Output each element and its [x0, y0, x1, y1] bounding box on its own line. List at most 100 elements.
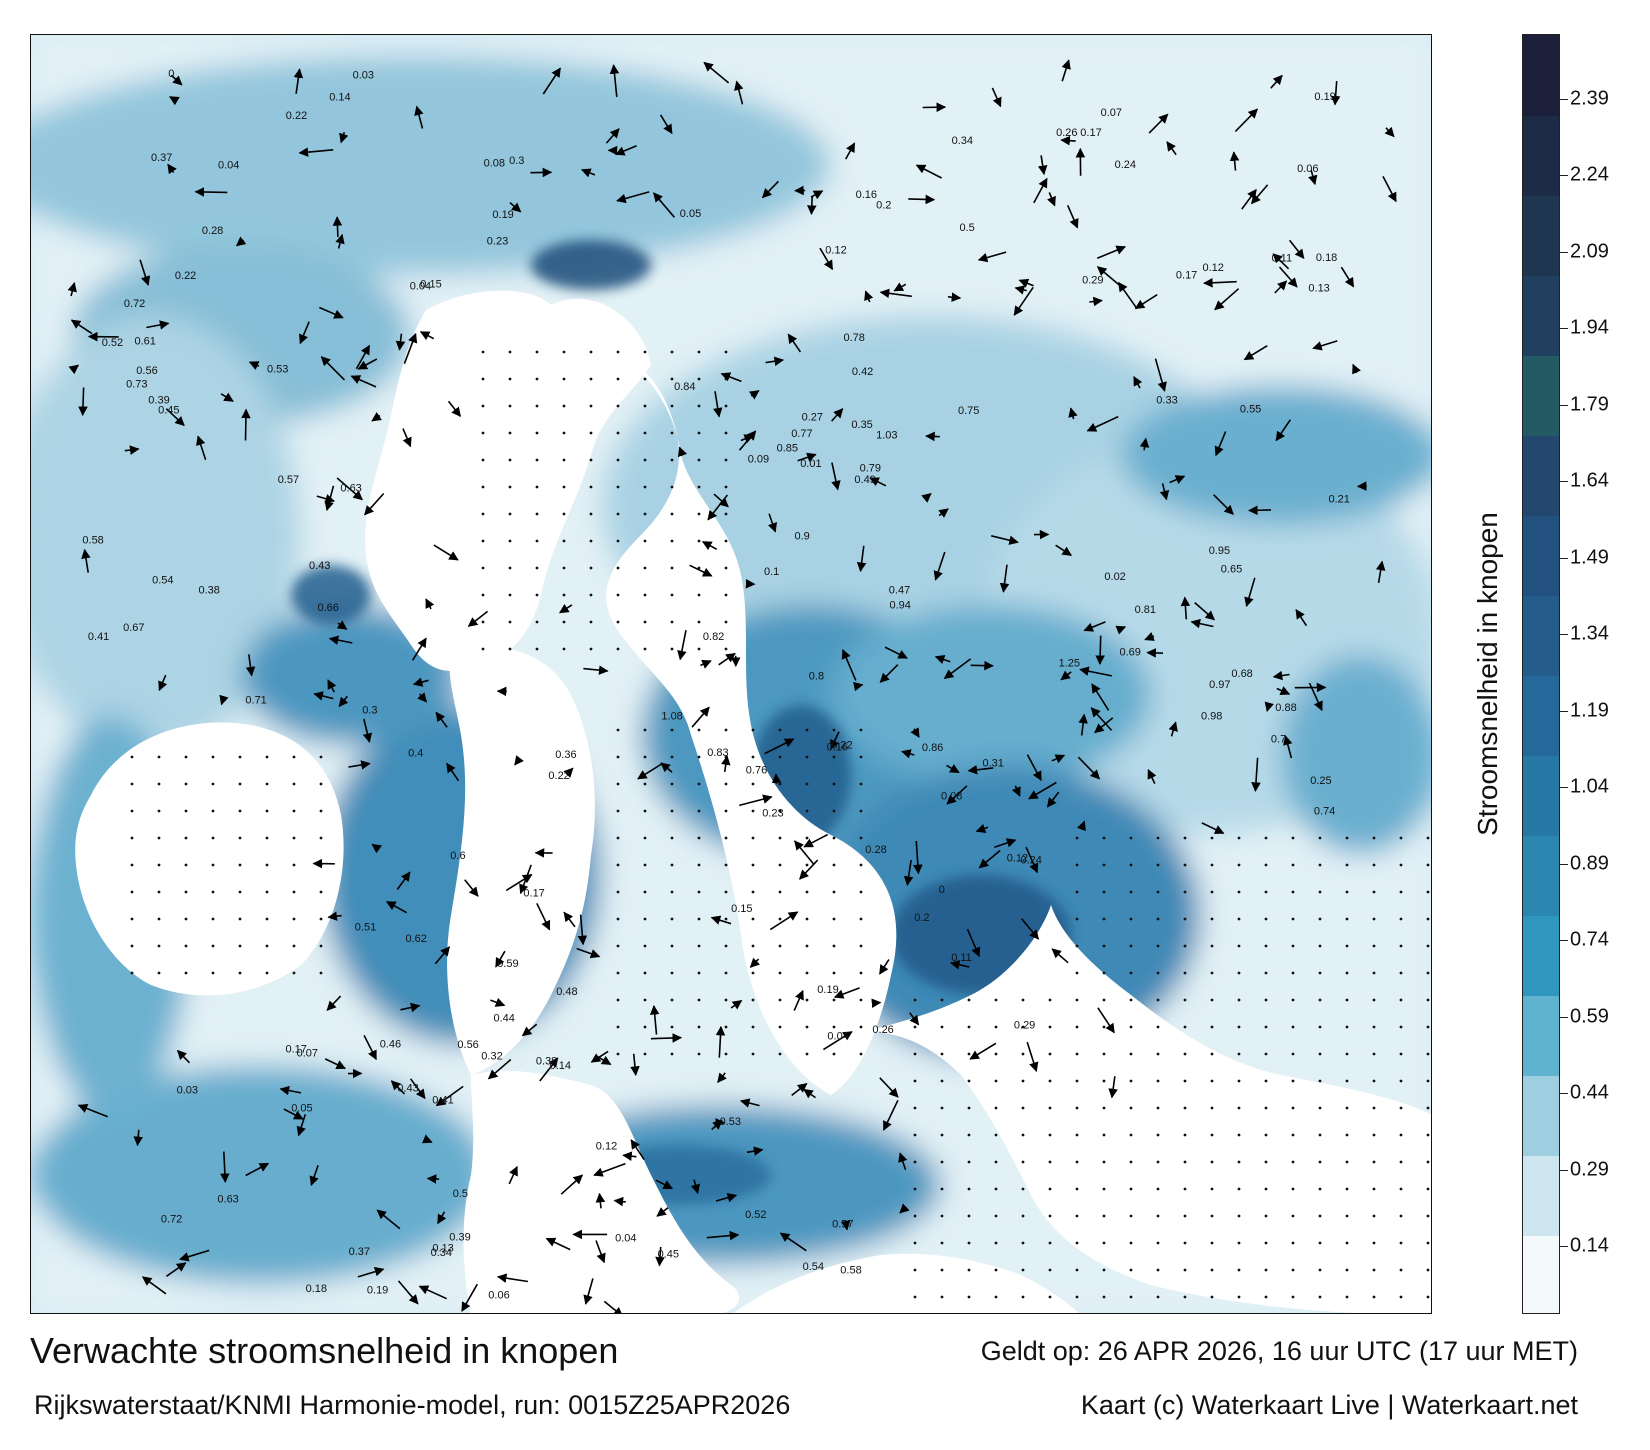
current-arrow: [999, 564, 1010, 593]
calm-dot: [1075, 1106, 1079, 1110]
calm-dot: [724, 1025, 728, 1029]
calm-dot: [1021, 1106, 1025, 1110]
current-arrow: [841, 649, 857, 681]
calm-dot: [994, 1025, 998, 1029]
current-arrow: [831, 462, 841, 491]
current-arrow: [336, 620, 348, 630]
current-arrow: [975, 823, 989, 833]
current-arrow: [1308, 682, 1323, 712]
calm-dot: [130, 917, 134, 921]
calm-dot: [1075, 917, 1079, 921]
calm-dot: [1156, 1268, 1160, 1272]
speed-label: 0.01: [800, 458, 821, 470]
calm-dot: [913, 1241, 917, 1245]
calm-dot: [805, 836, 809, 840]
calm-dot: [265, 782, 269, 786]
current-arrow: [545, 1237, 571, 1251]
calm-dot: [1237, 917, 1241, 921]
current-arrow: [165, 1262, 187, 1277]
speed-label: 0.48: [556, 986, 577, 998]
calm-dot: [1264, 971, 1268, 975]
speed-label: 0.83: [707, 747, 728, 759]
calm-dot: [1291, 1025, 1295, 1029]
calm-dot: [616, 728, 620, 732]
current-arrow: [1243, 345, 1268, 361]
calm-dot: [670, 593, 674, 597]
calm-dot: [805, 1025, 809, 1029]
calm-dot: [643, 971, 647, 975]
calm-dot: [1183, 1241, 1187, 1245]
calm-dot: [265, 836, 269, 840]
current-arrow: [141, 1276, 167, 1295]
current-arrow: [419, 331, 435, 341]
calm-dot: [616, 1025, 620, 1029]
speed-label: 0.82: [703, 631, 724, 643]
current-arrow: [748, 390, 760, 400]
calm-dot: [1345, 1241, 1349, 1245]
speed-label: 0.69: [1120, 646, 1141, 658]
speed-label: 0.32: [481, 1051, 502, 1063]
speed-label: 0.62: [406, 933, 427, 945]
calm-dot: [1237, 1106, 1241, 1110]
calm-dot: [724, 944, 728, 948]
calm-dot: [778, 782, 782, 786]
current-arrow: [219, 694, 229, 706]
calm-dot: [616, 1052, 620, 1056]
calm-dot: [292, 782, 296, 786]
ireland-land: [75, 722, 344, 996]
current-arrow: [1168, 721, 1178, 737]
calm-dot: [508, 593, 512, 597]
calm-dot: [670, 971, 674, 975]
calm-dot: [859, 944, 863, 948]
current-arrow: [421, 1134, 433, 1144]
speed-label: 0.52: [745, 1209, 766, 1221]
calm-dot: [211, 971, 215, 975]
calm-dot: [670, 836, 674, 840]
calm-dot: [1156, 944, 1160, 948]
current-arrow: [764, 738, 795, 755]
calm-dot: [1102, 1052, 1106, 1056]
calm-dot: [751, 917, 755, 921]
calm-dot: [184, 890, 188, 894]
current-arrow: [409, 1078, 426, 1100]
current-arrow: [738, 430, 757, 451]
calm-dot: [184, 917, 188, 921]
calm-dot: [994, 1295, 998, 1299]
calm-dot: [1237, 863, 1241, 867]
calm-dot: [994, 1052, 998, 1056]
current-arrow: [1295, 608, 1308, 627]
speed-label: 0.59: [497, 958, 518, 970]
calm-dot: [562, 620, 566, 624]
current-arrow: [414, 105, 424, 129]
calm-dot: [778, 917, 782, 921]
speed-label: 0.11: [951, 952, 972, 964]
south-land: [463, 1070, 740, 1313]
calm-dot: [751, 1052, 755, 1056]
current-arrow: [1090, 707, 1113, 731]
calm-dot: [1318, 1160, 1322, 1164]
calm-dot: [508, 512, 512, 516]
speed-label: 0.73: [126, 379, 147, 391]
current-arrow: [899, 1203, 910, 1214]
current-arrow: [879, 959, 890, 975]
speed-label: 0.25: [1310, 775, 1331, 787]
calm-dot: [670, 647, 674, 651]
calm-dot: [778, 1052, 782, 1056]
calm-dot: [616, 863, 620, 867]
current-arrow: [411, 637, 427, 661]
calm-dot: [1399, 1160, 1403, 1164]
calm-dot: [157, 755, 161, 759]
speed-label: 0.58: [840, 1264, 861, 1276]
speed-label: 0.34: [431, 1247, 452, 1259]
current-arrow: [717, 1072, 727, 1084]
calm-dot: [1183, 1160, 1187, 1164]
current-arrow: [1146, 648, 1164, 658]
speed-label: 0.39: [148, 395, 169, 407]
current-arrow: [797, 452, 817, 462]
calm-dot: [1129, 1160, 1133, 1164]
map-title: Verwachte stroomsnelheid in knopen: [30, 1330, 619, 1371]
current-arrow: [514, 755, 524, 766]
calm-dot: [1129, 1106, 1133, 1110]
speed-label: 0.79: [860, 463, 881, 475]
calm-dot: [184, 944, 188, 948]
